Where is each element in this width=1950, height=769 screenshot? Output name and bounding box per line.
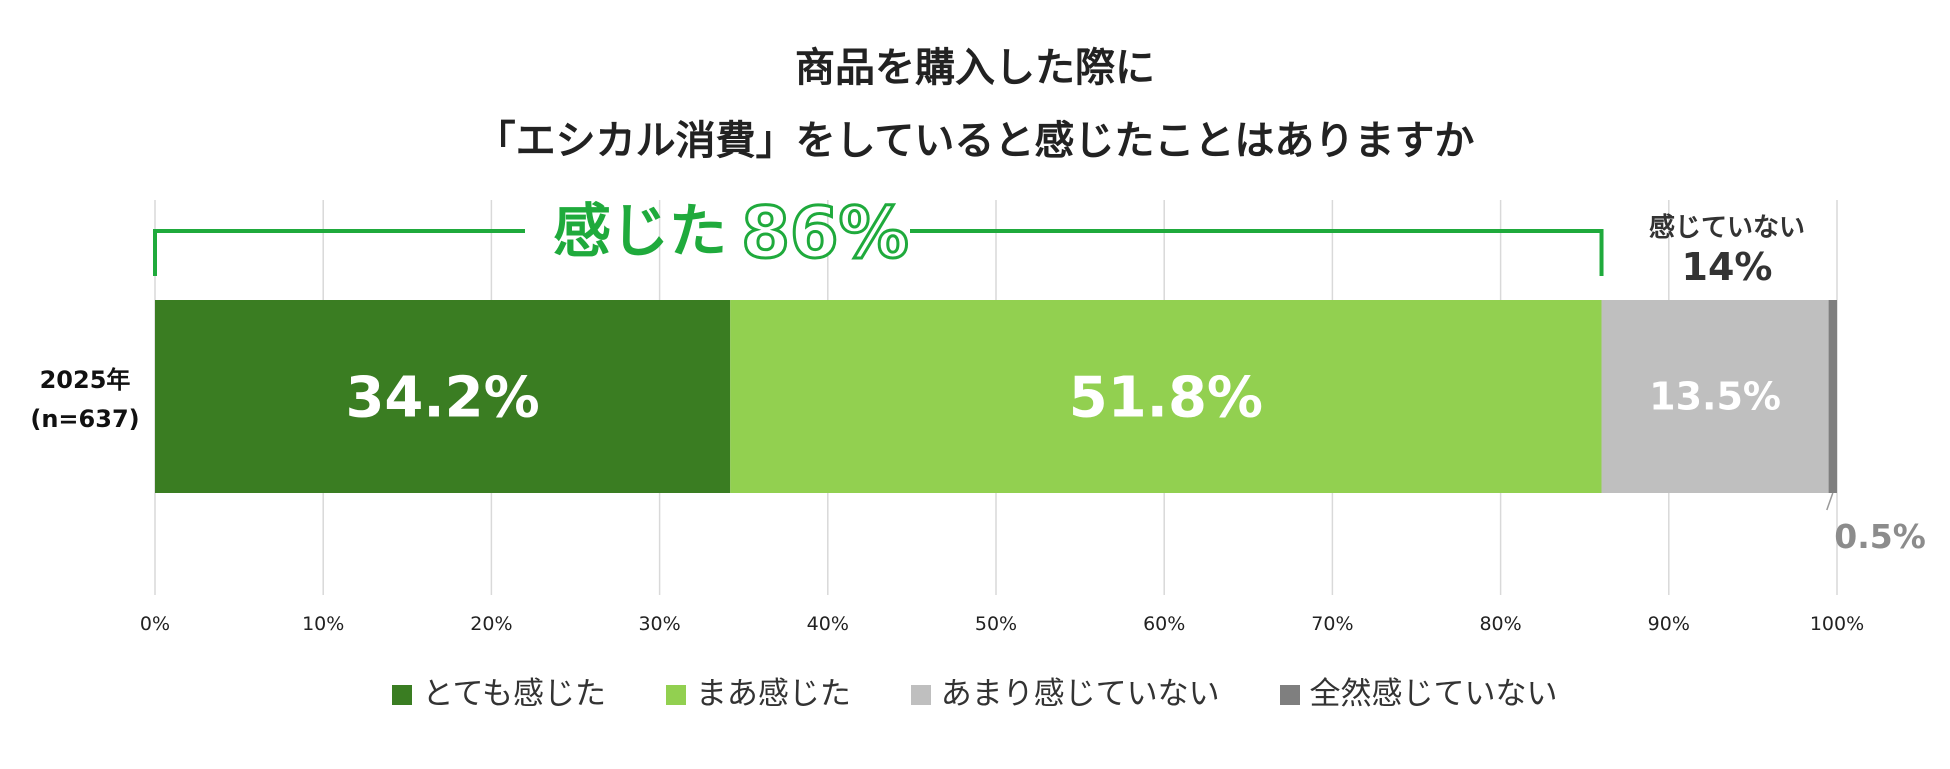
chart-title-line-2: 「エシカル消費」をしていると感じたことはありますか bbox=[475, 118, 1475, 164]
legend-swatch-somewhat-felt bbox=[665, 685, 686, 705]
legend: とても感じた まあ感じた あまり感じていない 全然感じていない bbox=[0, 668, 1950, 713]
x-tick-label-1: 10% bbox=[302, 613, 344, 635]
data-label-leader-not-at-all bbox=[1826, 492, 1834, 511]
x-tick-label-9: 90% bbox=[1648, 613, 1690, 635]
legend-label-not-really: あまり感じていない bbox=[940, 676, 1220, 712]
category-label-sample: (n=637) bbox=[30, 405, 140, 433]
bar-segment-somewhat-felt bbox=[730, 300, 1602, 493]
not-felt-total-value: 14% bbox=[1682, 245, 1773, 289]
legend-item-not-at-all: 全然感じていない bbox=[1279, 668, 1558, 713]
legend-label-not-at-all: 全然感じていない bbox=[1309, 676, 1558, 712]
legend-item-not-really: あまり感じていない bbox=[910, 668, 1220, 713]
x-tick-label-7: 70% bbox=[1311, 613, 1353, 635]
x-tick-label-10: 100% bbox=[1810, 613, 1864, 635]
legend-swatch-not-really bbox=[910, 685, 931, 705]
data-label-somewhat-felt: 51.8% bbox=[1069, 366, 1263, 431]
category-label-year: 2025年 bbox=[39, 366, 131, 394]
legend-swatch-very-felt bbox=[392, 685, 413, 705]
x-tick-label-8: 80% bbox=[1479, 613, 1521, 635]
felt-total-prefix: 感じた bbox=[553, 197, 727, 265]
x-tick-label-6: 60% bbox=[1143, 613, 1185, 635]
bar-segment-very-felt bbox=[155, 300, 731, 493]
legend-label-very-felt: とても感じた bbox=[422, 676, 606, 712]
x-tick-label-3: 30% bbox=[638, 613, 680, 635]
data-label-not-really: 13.5% bbox=[1649, 375, 1781, 419]
x-tick-label-4: 40% bbox=[807, 613, 849, 635]
data-label-not-at-all: 0.5% bbox=[1834, 517, 1926, 556]
bar-segment-not-at-all bbox=[1828, 300, 1837, 493]
bracket-left bbox=[153, 229, 525, 276]
not-felt-total-label: 感じていない bbox=[1649, 213, 1805, 243]
legend-swatch-not-at-all bbox=[1279, 685, 1300, 705]
data-label-very-felt: 34.2% bbox=[345, 366, 539, 431]
legend-item-somewhat-felt: まあ感じた bbox=[665, 668, 851, 713]
legend-label-somewhat-felt: まあ感じた bbox=[695, 676, 851, 712]
bracket-right bbox=[910, 229, 1604, 276]
x-tick-label-2: 20% bbox=[470, 613, 512, 635]
x-tick-label-5: 50% bbox=[975, 613, 1017, 635]
felt-total-value: 86% bbox=[741, 192, 909, 274]
chart-title-line-1: 商品を購入した際に bbox=[795, 45, 1155, 91]
x-tick-label-0: 0% bbox=[140, 613, 170, 635]
legend-item-very-felt: とても感じた bbox=[392, 668, 606, 713]
bar-segment-not-really bbox=[1601, 300, 1829, 493]
